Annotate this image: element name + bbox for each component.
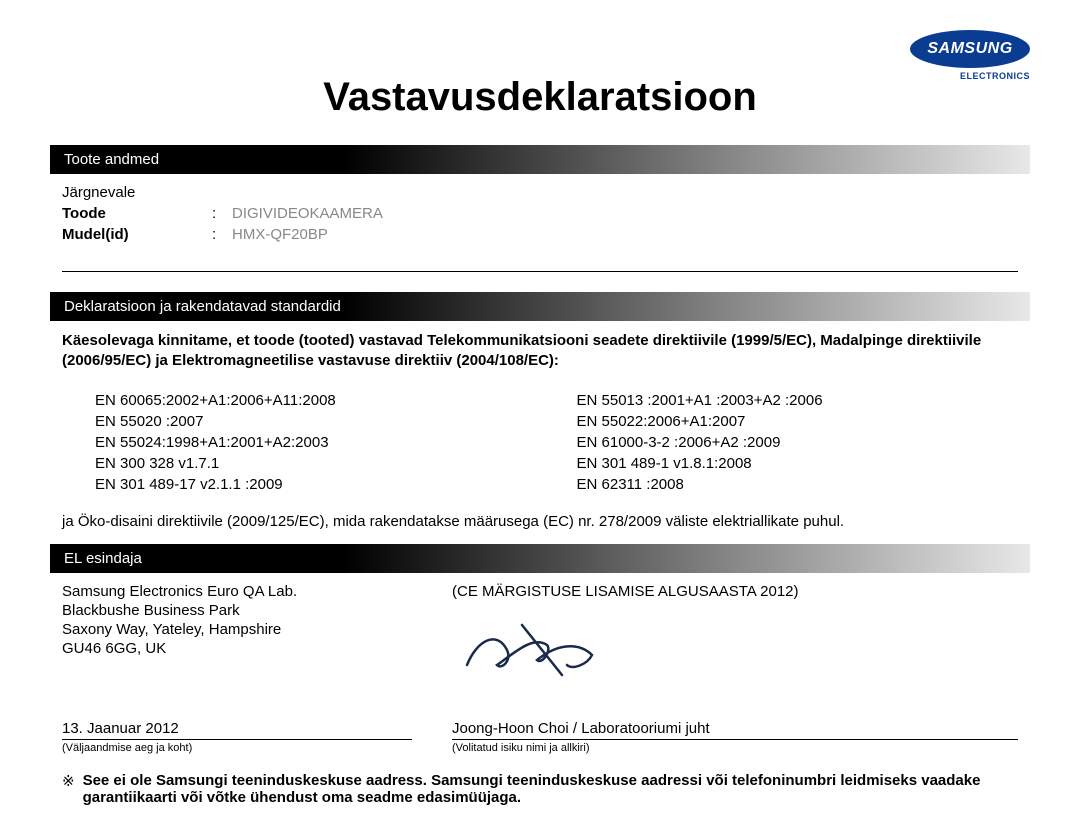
rep-line-1: Blackbushe Business Park bbox=[62, 602, 452, 619]
document-title: Vastavusdeklaratsioon bbox=[50, 75, 1030, 120]
rep-line-0: Samsung Electronics Euro QA Lab. bbox=[62, 583, 452, 600]
std-r-3: EN 301 489-1 v1.8.1:2008 bbox=[577, 455, 1019, 472]
issue-date: 13. Jaanuar 2012 bbox=[62, 720, 452, 737]
std-r-0: EN 55013 :2001+A1 :2003+A2 :2006 bbox=[577, 392, 1019, 409]
std-l-1: EN 55020 :2007 bbox=[95, 413, 537, 430]
declaration-intro: Käesolevaga kinnitame, et toode (tooted)… bbox=[50, 331, 1030, 384]
section-header-representative: EL esindaja bbox=[50, 544, 1030, 573]
foot-date-label: (Väljaandmise aeg ja koht) bbox=[62, 739, 412, 754]
divider bbox=[62, 271, 1018, 272]
std-l-3: EN 300 328 v1.7.1 bbox=[95, 455, 537, 472]
brand-oval: SAMSUNG bbox=[910, 30, 1030, 68]
rep-line-2: Saxony Way, Yateley, Hampshire bbox=[62, 621, 452, 638]
brand-sub: ELECTRONICS bbox=[910, 71, 1030, 81]
std-l-2: EN 55024:1998+A1:2001+A2:2003 bbox=[95, 434, 537, 451]
brand-logo: SAMSUNG ELECTRONICS bbox=[910, 30, 1030, 81]
product-value-0: DIGIVIDEOKAAMERA bbox=[232, 205, 383, 222]
std-r-2: EN 61000-3-2 :2006+A2 :2009 bbox=[577, 434, 1019, 451]
product-above-label: Järgnevale bbox=[62, 184, 212, 201]
standards-grid: EN 60065:2002+A1:2006+A11:2008 EN 55013 … bbox=[50, 384, 1030, 505]
colon: : bbox=[212, 226, 232, 243]
product-label-0: Toode bbox=[62, 205, 212, 222]
signature-image bbox=[452, 620, 632, 680]
rep-line-3: GU46 6GG, UK bbox=[62, 640, 452, 657]
product-label-1: Mudel(id) bbox=[62, 226, 212, 243]
product-value-1: HMX-QF20BP bbox=[232, 226, 328, 243]
note-mark-icon: ※ bbox=[62, 772, 75, 806]
footnote: ※ See ei ole Samsungi teeninduskeskuse a… bbox=[50, 754, 1030, 806]
rep-right-col: (CE MÄRGISTUSE LISAMISE ALGUSAASTA 2012) bbox=[452, 583, 1018, 690]
note-text: See ei ole Samsungi teeninduskeskuse aad… bbox=[83, 772, 1018, 806]
section-header-product: Toote andmed bbox=[50, 145, 1030, 174]
colon: : bbox=[212, 205, 232, 222]
product-block: Järgnevale Toode : DIGIVIDEOKAAMERA Mude… bbox=[50, 184, 1030, 259]
ce-year-text: (CE MÄRGISTUSE LISAMISE ALGUSAASTA 2012) bbox=[452, 583, 1018, 600]
representative-block: Samsung Electronics Euro QA Lab. Blackbu… bbox=[50, 583, 1030, 690]
brand-text: SAMSUNG bbox=[927, 40, 1012, 58]
signer-name: Joong-Hoon Choi / Laboratooriumi juht bbox=[452, 720, 1018, 737]
section-header-declaration: Deklaratsioon ja rakendatavad standardid bbox=[50, 292, 1030, 321]
std-l-0: EN 60065:2002+A1:2006+A11:2008 bbox=[95, 392, 537, 409]
foot-signer-label: (Volitatud isiku nimi ja allkiri) bbox=[452, 739, 1018, 754]
std-l-4: EN 301 489-17 v2.1.1 :2009 bbox=[95, 476, 537, 493]
rep-left-col: Samsung Electronics Euro QA Lab. Blackbu… bbox=[62, 583, 452, 690]
eco-directive-text: ja Öko-disaini direktiivile (2009/125/EC… bbox=[50, 505, 1030, 544]
std-r-1: EN 55022:2006+A1:2007 bbox=[577, 413, 1019, 430]
std-r-4: EN 62311 :2008 bbox=[577, 476, 1019, 493]
